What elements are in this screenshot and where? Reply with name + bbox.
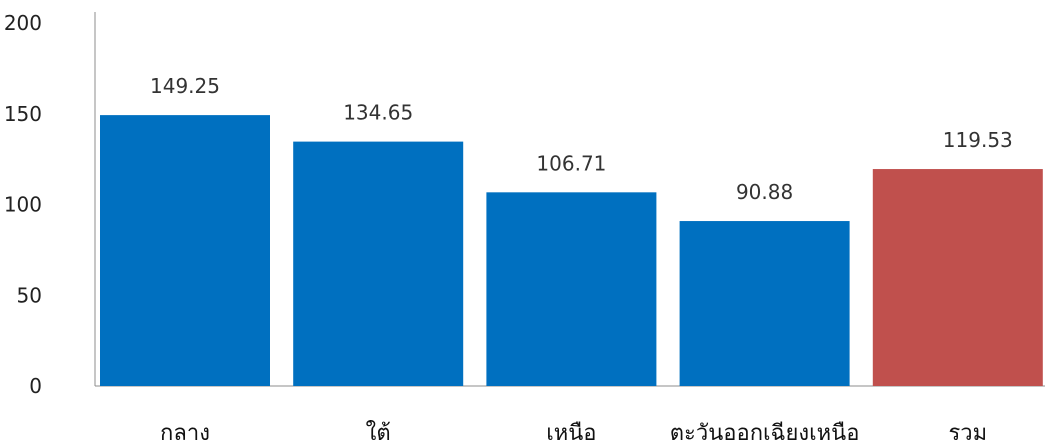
y-tick-label: 150 xyxy=(4,102,42,126)
y-tick-label: 50 xyxy=(17,283,42,307)
y-tick-label: 0 xyxy=(29,374,42,398)
bar xyxy=(872,169,1043,386)
bar xyxy=(100,115,270,386)
category-label: ใต้ xyxy=(366,420,391,443)
bar xyxy=(679,221,850,386)
bar-data-label: 149.25 xyxy=(150,74,220,98)
category-label: กลาง xyxy=(160,421,210,443)
bars-group xyxy=(100,115,1043,386)
category-labels-group: กลาง ใต้ เหนือ ตะวันออกเฉียงเหนือ รวม xyxy=(160,420,987,443)
category-label: เหนือ xyxy=(546,421,596,443)
bar-data-label: 90.88 xyxy=(736,180,793,204)
y-tick-label: 100 xyxy=(4,193,42,217)
bar xyxy=(293,141,464,386)
category-label: รวม xyxy=(948,421,987,443)
bar-data-label: 119.53 xyxy=(943,128,1013,152)
bar-data-label: 134.65 xyxy=(343,101,413,125)
bar xyxy=(486,192,657,386)
y-axis-ticks: 0 50 100 150 200 xyxy=(4,11,42,398)
data-labels-group: 149.25 134.65 106.71 90.88 119.53 xyxy=(150,74,1013,204)
bar-data-label: 106.71 xyxy=(536,151,606,175)
category-label: ตะวันออกเฉียงเหนือ xyxy=(670,421,860,443)
y-tick-label: 200 xyxy=(4,11,42,35)
